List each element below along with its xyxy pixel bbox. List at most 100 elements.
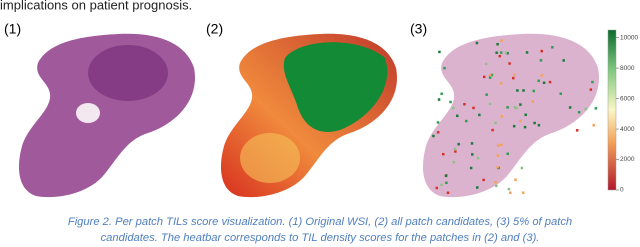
patch-dot <box>472 106 475 110</box>
patch-dot <box>516 89 519 92</box>
caption-line: candidates. The heatbar corresponds to T… <box>101 232 540 244</box>
patch-dot <box>465 119 468 123</box>
patch-dot <box>594 107 598 110</box>
patch-dot <box>484 62 488 66</box>
patch-dot <box>469 166 473 170</box>
patch-dot <box>494 121 497 125</box>
panel-label: (1) <box>4 21 21 37</box>
patch-dot <box>488 73 492 77</box>
patch-dot <box>509 191 512 195</box>
patch-dot <box>498 54 502 58</box>
patch-dot <box>436 121 440 124</box>
patch-dot <box>591 80 594 84</box>
patch-dot <box>523 125 527 129</box>
patch-dot <box>470 142 474 145</box>
patch-dot <box>500 115 504 118</box>
patch-dot <box>506 152 509 156</box>
patch-dot <box>562 59 565 62</box>
patch-dot <box>514 106 518 110</box>
patch-dot <box>504 51 508 54</box>
patch-dot <box>511 76 515 80</box>
patch-dot <box>533 121 536 125</box>
patch-dot <box>495 184 498 188</box>
header-text: implications on patient prognosis. <box>0 0 192 12</box>
patch-dot <box>551 46 554 49</box>
patch-dot <box>437 98 441 101</box>
patch-dot <box>559 92 563 96</box>
patch-dot <box>540 49 543 53</box>
patch-dot <box>496 166 499 169</box>
patch-dot <box>520 166 524 170</box>
patch-dot <box>537 79 540 83</box>
patch-dot <box>525 51 529 54</box>
wsi-image <box>18 33 195 198</box>
patch-dot <box>490 73 494 77</box>
patch-dot <box>512 124 516 128</box>
patch-dot <box>568 106 572 109</box>
patch-dot <box>592 124 596 127</box>
patch-dot <box>441 152 445 156</box>
patch-dot <box>522 89 525 92</box>
patch-dot <box>496 154 500 157</box>
patch-dot <box>452 160 456 164</box>
patch-dot <box>440 183 443 187</box>
patch-dot <box>444 174 448 178</box>
patch-dot <box>519 119 522 123</box>
patch-dot <box>521 191 525 194</box>
patch-dot <box>499 51 503 54</box>
patch-dot <box>438 50 441 54</box>
colorbar-tick-label: 6000 <box>620 95 635 102</box>
patch-dot <box>451 106 455 110</box>
patch-dot <box>508 62 511 65</box>
patch-dot <box>454 150 457 153</box>
patch-dot <box>532 89 536 93</box>
patch-dot <box>488 102 492 106</box>
patch-dot <box>471 153 474 156</box>
panel-label: (3) <box>410 21 427 37</box>
patch-dot <box>507 187 511 191</box>
patch-dot <box>432 134 435 138</box>
patch-dot <box>500 143 503 147</box>
patch-dot <box>496 144 500 147</box>
patch-dot <box>577 110 581 114</box>
patch-dot <box>435 186 439 190</box>
patch-dot <box>539 59 543 62</box>
patch-dot <box>513 73 516 77</box>
patch-dot <box>500 39 503 42</box>
patch-dot <box>457 142 460 146</box>
patch-dot <box>514 178 517 181</box>
patch-dot <box>449 100 452 104</box>
colorbar-tick-label: 2000 <box>620 156 635 163</box>
patch-dot <box>456 114 459 118</box>
patch-dot <box>548 80 552 84</box>
patch-dot <box>476 156 480 160</box>
patch-dot <box>488 76 492 79</box>
patch-dot <box>494 180 497 184</box>
heatmap-all <box>220 33 397 198</box>
patch-dot <box>496 42 499 46</box>
patch-dot <box>524 113 527 117</box>
patch-dot <box>519 103 522 106</box>
patch-dot <box>478 113 481 117</box>
colorbar-tick-label: 4000 <box>620 126 635 133</box>
caption-line: Figure 2. Per patch TILs score visualiza… <box>68 216 572 228</box>
patch-dot <box>589 88 593 91</box>
patch-dot <box>453 147 457 151</box>
colorbar-tick-label: 8000 <box>620 65 635 72</box>
patch-dot <box>443 66 446 70</box>
patch-dot <box>537 123 541 127</box>
heatmap-sample <box>422 33 599 198</box>
patch-dot <box>575 129 579 132</box>
patch-dot <box>475 41 479 45</box>
patch-dot <box>542 81 546 85</box>
patch-dot <box>482 178 485 182</box>
patch-dot <box>540 74 543 77</box>
colorbar <box>607 29 617 191</box>
patch-dot <box>476 186 479 189</box>
patch-dot <box>445 181 448 185</box>
patch-dot <box>446 191 450 195</box>
patch-dot <box>584 107 588 111</box>
patch-dot <box>531 100 534 103</box>
